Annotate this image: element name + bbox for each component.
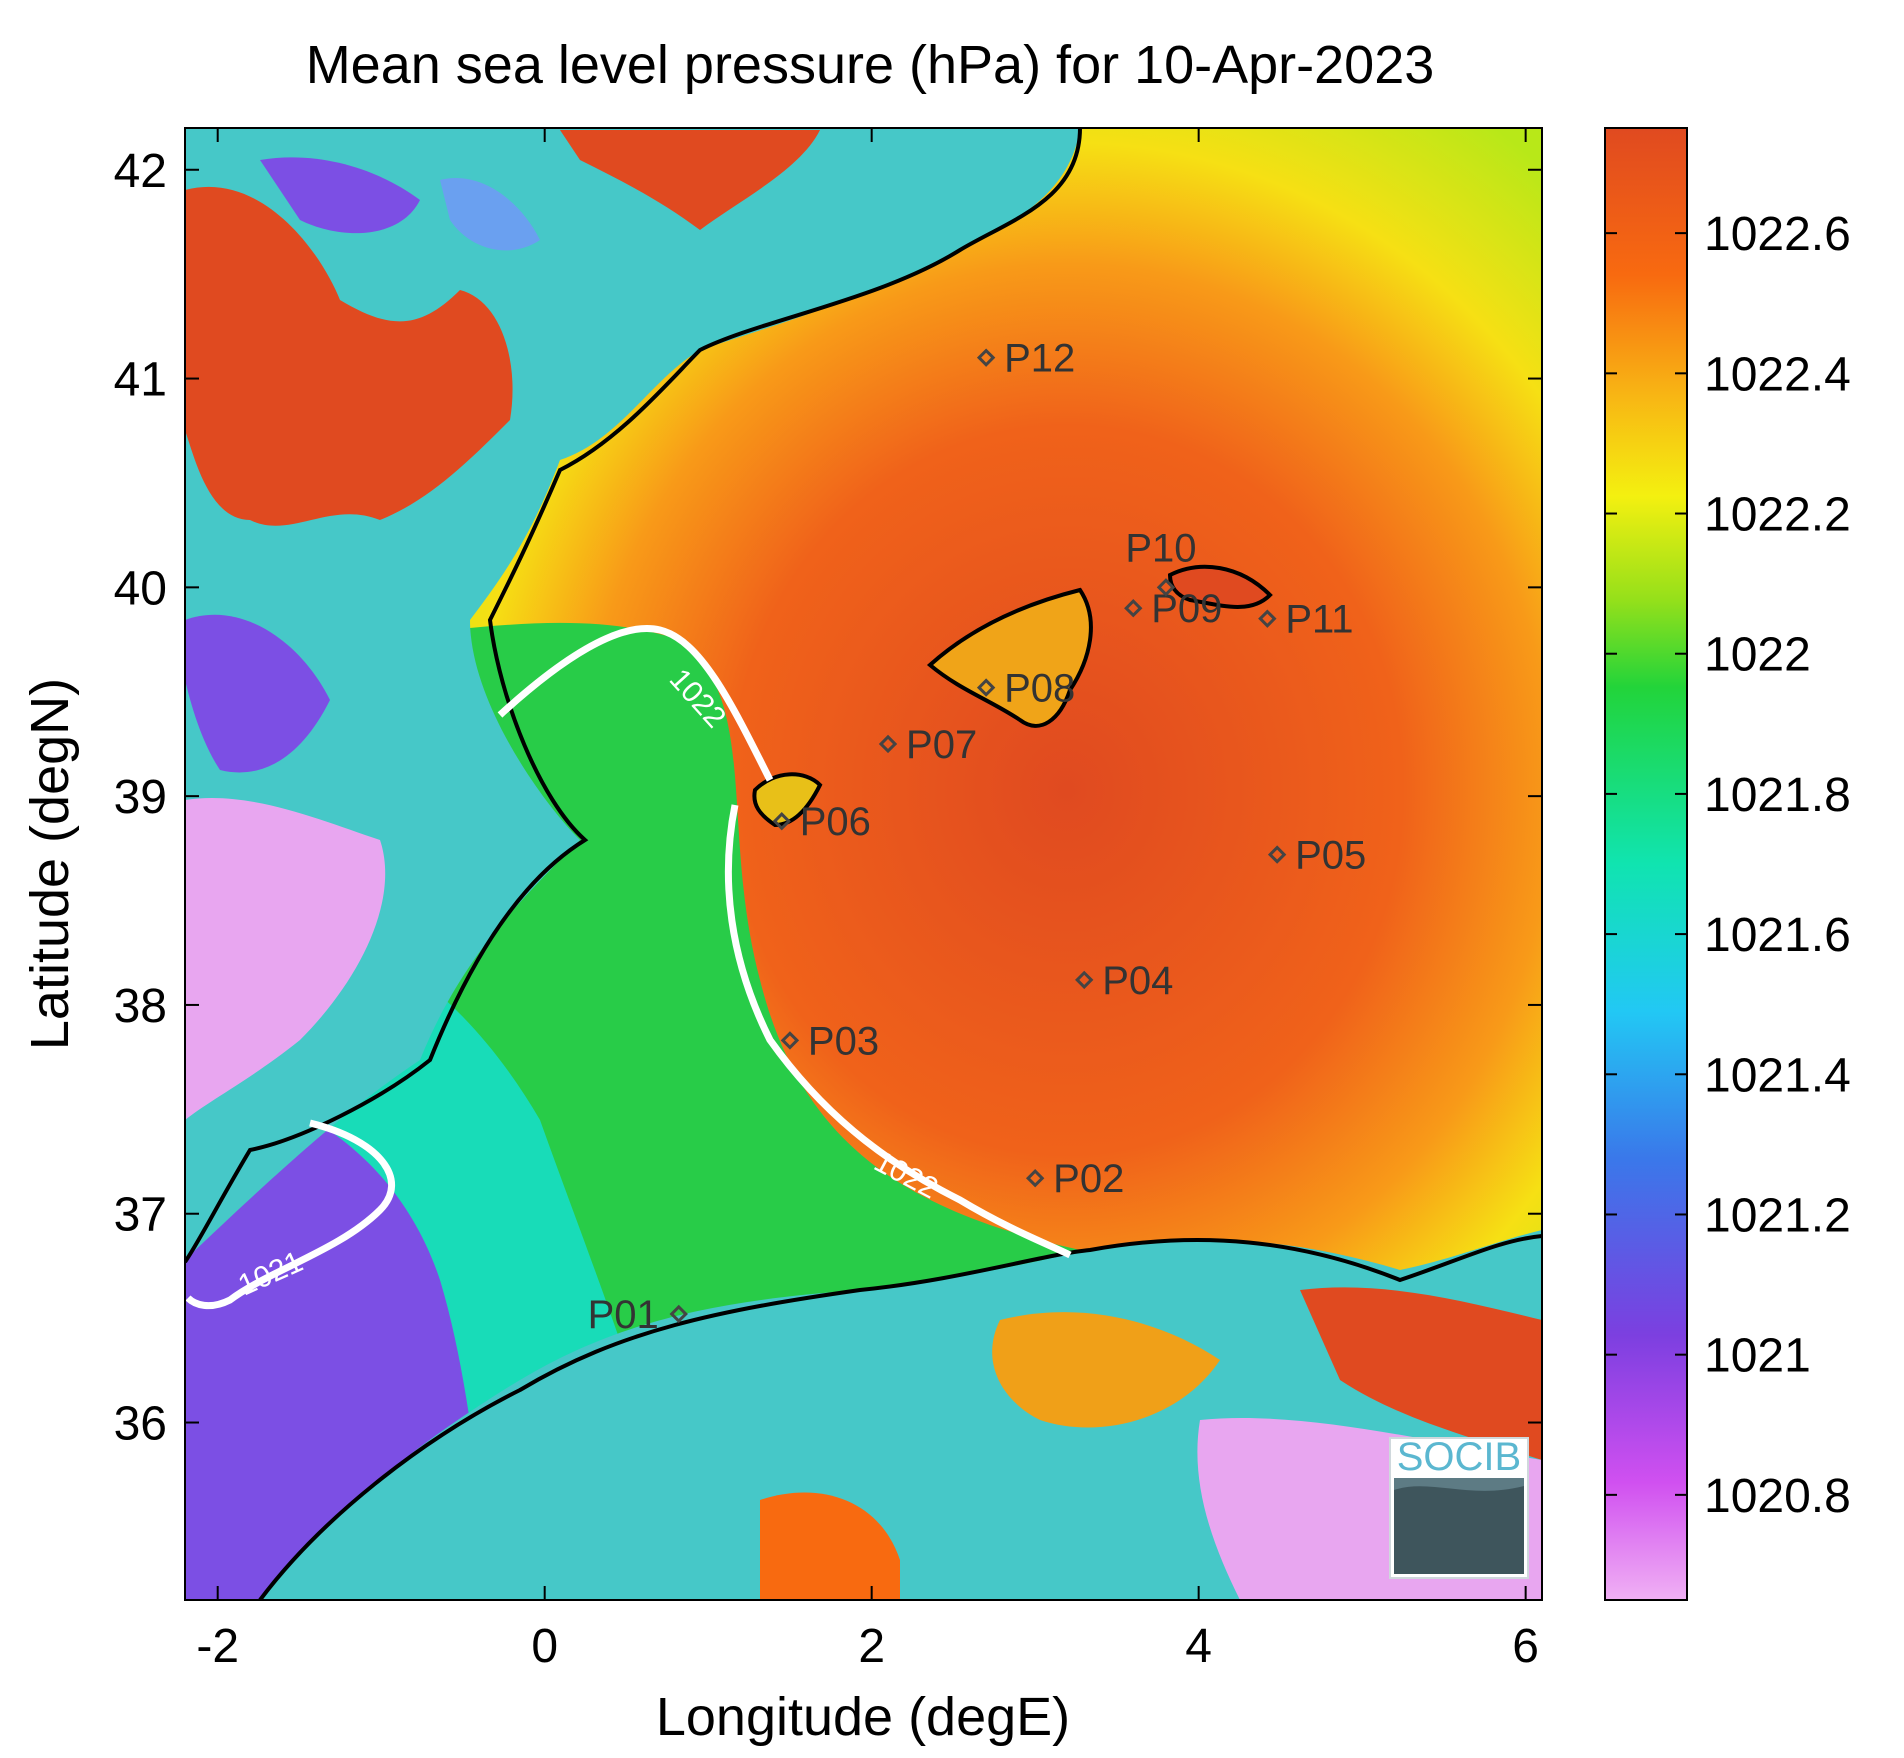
- colorbar-tick-label: 1022.2: [1704, 489, 1851, 542]
- x-tick-label: 6: [1512, 1620, 1539, 1673]
- station-marker-p07: [878, 734, 898, 754]
- colorbar-tick-label: 1021.2: [1704, 1189, 1851, 1242]
- x-tick-label: 0: [531, 1620, 558, 1673]
- colorbar-tick-label: 1022.4: [1704, 348, 1851, 401]
- map-title: Mean sea level pressure (hPa) for 10-Apr…: [305, 35, 1435, 95]
- socib-logo: SOCIB: [1389, 1435, 1529, 1579]
- iberia-coastline: [185, 128, 1082, 1264]
- socib-logo-text: SOCIB: [1397, 1435, 1521, 1479]
- colorbar-tick-label: 1021.6: [1704, 909, 1851, 962]
- y-tick-label: 36: [114, 1398, 167, 1451]
- colorbar-ticks: 1022.6 1022.4 1022.2 1022 1021.8 1021.6 1021.4…: [1605, 208, 1851, 1523]
- station-label-p10: P10: [1125, 526, 1196, 570]
- y-tick-label: 39: [114, 771, 167, 824]
- y-tick-label: 41: [114, 354, 167, 407]
- x-axis-label: Longitude (degE): [656, 1687, 1070, 1747]
- africa-highland-1: [992, 1312, 1220, 1428]
- colorbar-tick-label: 1021: [1704, 1330, 1811, 1383]
- colorbar-tick-label: 1021.8: [1704, 769, 1851, 822]
- station-label-p03: P03: [808, 1019, 879, 1063]
- station-marker-p05: [1267, 845, 1287, 864]
- y-axis-label: Latitude (degN): [20, 678, 80, 1050]
- station-marker-p08: [976, 678, 996, 697]
- africa-highland-2: [1300, 1287, 1542, 1460]
- station-label-p11: P11: [1285, 598, 1353, 642]
- colorbar: [1604, 127, 1688, 1601]
- y-tick-label: 37: [114, 1189, 167, 1242]
- mallorca-island: [926, 587, 1093, 728]
- station-marker-p06: [772, 812, 791, 831]
- plot-frame: [184, 127, 1543, 1601]
- iberia-highland-2: [560, 130, 820, 230]
- africa-highland-3: [760, 1492, 900, 1600]
- station-marker-p04: [1075, 970, 1094, 990]
- y-tick-label: 40: [114, 562, 167, 615]
- menorca-island: [1167, 564, 1273, 609]
- colorbar-tick-label: 1022.6: [1704, 208, 1851, 261]
- station-label-p09: P09: [1151, 587, 1222, 631]
- station-points: P01 P02 P03 P04 P05 P06 P07 P08 P09 P10 P11 P12: [588, 337, 1367, 1337]
- iberia-low-patch-4: [185, 798, 386, 1120]
- x-tick-label: 2: [858, 1620, 885, 1673]
- x-tick-label: -2: [196, 1620, 239, 1673]
- colorbar-tick-label: 1021.4: [1704, 1049, 1851, 1102]
- contour-1021: [185, 1119, 395, 1310]
- pressure-field: 1022 1022 1021 SOCIB: [185, 128, 1542, 1600]
- y-axis: 42 41 40 39 38 37 36: [114, 145, 1542, 1451]
- station-marker-p01: [669, 1304, 688, 1324]
- station-label-p07: P07: [906, 723, 977, 767]
- contour-1022-a: [497, 625, 774, 782]
- colorbar-tick-label: 1022: [1704, 629, 1811, 682]
- iberia-low-patch-3: [185, 614, 330, 773]
- station-marker-p09: [1124, 599, 1143, 618]
- iberia-highland-1: [185, 186, 513, 526]
- station-label-p05: P05: [1295, 834, 1366, 878]
- colorbar-tick-label: 1020.8: [1704, 1470, 1851, 1523]
- y-tick-label: 42: [114, 145, 167, 198]
- station-marker-p12: [976, 348, 996, 367]
- station-label-p01: P01: [588, 1293, 659, 1337]
- station-label-p08: P08: [1004, 667, 1075, 711]
- station-label-p02: P02: [1053, 1157, 1124, 1201]
- station-label-p06: P06: [800, 800, 871, 844]
- contour-1022-b: [724, 804, 1072, 1259]
- station-marker-p11: [1258, 609, 1277, 628]
- x-tick-label: 4: [1185, 1620, 1212, 1673]
- x-axis: -2 0 2 4 6: [196, 128, 1539, 1673]
- station-marker-p03: [780, 1031, 800, 1050]
- ibiza-island: [752, 772, 823, 828]
- africa-coastline: [258, 1234, 1542, 1600]
- station-marker-p10: [1156, 578, 1176, 597]
- y-tick-label: 38: [114, 980, 167, 1033]
- station-label-p04: P04: [1102, 959, 1173, 1003]
- station-marker-p02: [1025, 1169, 1045, 1188]
- station-label-p12: P12: [1004, 337, 1075, 381]
- iberia-low-patch-2: [440, 178, 540, 251]
- iberia-low-patch-1: [260, 157, 420, 234]
